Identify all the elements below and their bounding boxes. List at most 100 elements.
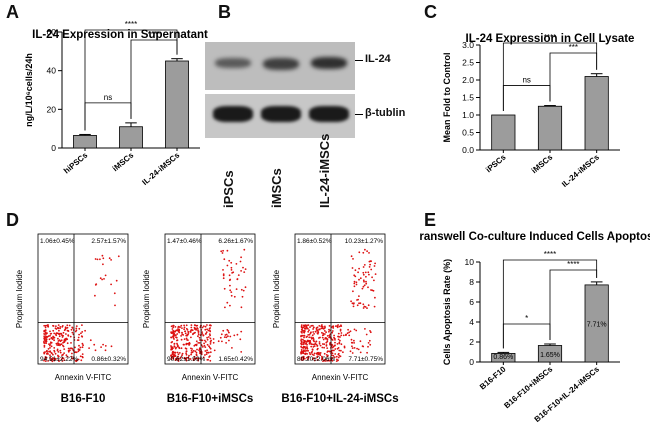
band xyxy=(311,57,347,69)
flow-dot xyxy=(240,256,243,259)
flow-dot xyxy=(310,343,312,345)
flow-dot xyxy=(61,360,64,362)
flow-dot xyxy=(102,257,105,260)
flow-dot xyxy=(49,341,52,344)
flow-dot xyxy=(65,354,68,357)
flow-dot xyxy=(62,357,65,360)
flow-caption: B16-F10+IL-24-iMSCs xyxy=(281,393,398,405)
flow-dot xyxy=(301,332,303,334)
flow-dot xyxy=(334,348,337,350)
flow-dot xyxy=(49,347,51,349)
flow-dot xyxy=(339,355,342,358)
flow-dot xyxy=(358,251,361,254)
flow-dot xyxy=(325,344,328,346)
flow-dot xyxy=(300,351,303,354)
flow-dot xyxy=(359,351,362,354)
flow-dot xyxy=(300,338,303,341)
flow-dot xyxy=(374,262,376,265)
flow-dot xyxy=(48,338,51,341)
flow-dot xyxy=(311,348,314,351)
flow-dot xyxy=(75,325,78,327)
flow-dot xyxy=(321,356,323,359)
flow-dot xyxy=(174,330,177,333)
flow-dot xyxy=(315,343,318,346)
quadrant-ll: 80.20±2.06% xyxy=(297,356,335,363)
flow-dot xyxy=(172,326,175,329)
flow-dot xyxy=(369,331,372,334)
y-tick-label: 10 xyxy=(465,257,475,267)
flow-dot xyxy=(190,326,193,329)
flow-dot xyxy=(209,341,212,343)
band xyxy=(215,58,251,68)
flow-dot xyxy=(353,339,355,342)
flow-dot xyxy=(110,345,113,348)
x-tick-label: iMSCs xyxy=(111,150,136,173)
band-label-il24: IL-24 xyxy=(365,53,391,65)
flow-dot xyxy=(188,358,191,360)
flow-caption: B16-F10+iMSCs xyxy=(167,393,254,405)
flow-dot xyxy=(170,341,173,344)
flow-dot xyxy=(180,324,183,327)
flow-dot xyxy=(44,351,46,353)
flow-dot xyxy=(222,274,225,277)
flow-dot xyxy=(327,354,329,357)
flow-dot xyxy=(180,335,183,337)
blot-strip-il24 xyxy=(205,42,355,90)
flow-dot xyxy=(364,248,366,251)
panel-label-d: D xyxy=(6,210,19,230)
flow-dot xyxy=(240,330,243,333)
flow-dot xyxy=(117,255,120,258)
flow-dot xyxy=(311,353,314,356)
bar xyxy=(537,105,563,151)
flow-dot xyxy=(196,348,198,351)
flow-dot xyxy=(188,354,190,357)
flow-dot xyxy=(185,337,188,340)
flow-dot xyxy=(302,351,304,353)
flow-dot xyxy=(172,332,175,334)
flow-dot xyxy=(69,347,72,350)
flow-dot xyxy=(185,359,188,362)
flow-dot xyxy=(207,358,210,361)
flow-dot xyxy=(44,331,47,334)
flow-dot xyxy=(326,335,329,337)
flow-dot xyxy=(58,335,61,338)
flow-dot xyxy=(304,324,307,326)
significance-bracket xyxy=(502,323,551,349)
flow-dot xyxy=(334,325,337,327)
flow-dot xyxy=(356,304,359,307)
flow-dot xyxy=(331,344,334,346)
flow-dot xyxy=(184,330,186,333)
flow-dot xyxy=(368,266,371,268)
flow-dot xyxy=(63,352,65,354)
flow-dot xyxy=(307,334,310,336)
flow-dot xyxy=(62,331,65,334)
flow-dot xyxy=(313,333,315,335)
flow-dot xyxy=(59,343,62,346)
flow-dot xyxy=(358,295,360,297)
flow-dot xyxy=(310,337,313,340)
chart-c: IL-24 Expression in Cell Lysate 0.0 0.5 1.0… xyxy=(442,33,634,189)
flow-dot xyxy=(170,336,173,339)
flow-dot xyxy=(363,264,366,266)
flow-dot xyxy=(362,279,365,282)
flow-dot xyxy=(363,284,366,287)
flow-dot xyxy=(338,342,341,345)
flow-dot xyxy=(323,343,326,346)
flow-dot xyxy=(56,349,59,352)
flow-caption: B16-F10 xyxy=(61,393,106,405)
flow-dot xyxy=(178,352,181,354)
flow-dot xyxy=(53,347,56,349)
flow-dot xyxy=(229,284,231,287)
lane-label: iPSCs xyxy=(221,170,236,208)
flow-dot xyxy=(240,351,243,353)
flow-dot xyxy=(171,328,174,330)
flow-dot xyxy=(307,358,309,361)
flow-dot xyxy=(66,355,69,358)
band-marker xyxy=(355,60,363,61)
flow-dot xyxy=(110,259,112,261)
y-tick-label: 20 xyxy=(47,104,57,114)
flow-dot xyxy=(181,352,184,355)
flow-dot xyxy=(300,357,303,360)
flow-dot xyxy=(174,352,177,354)
flow-dot xyxy=(209,351,212,354)
